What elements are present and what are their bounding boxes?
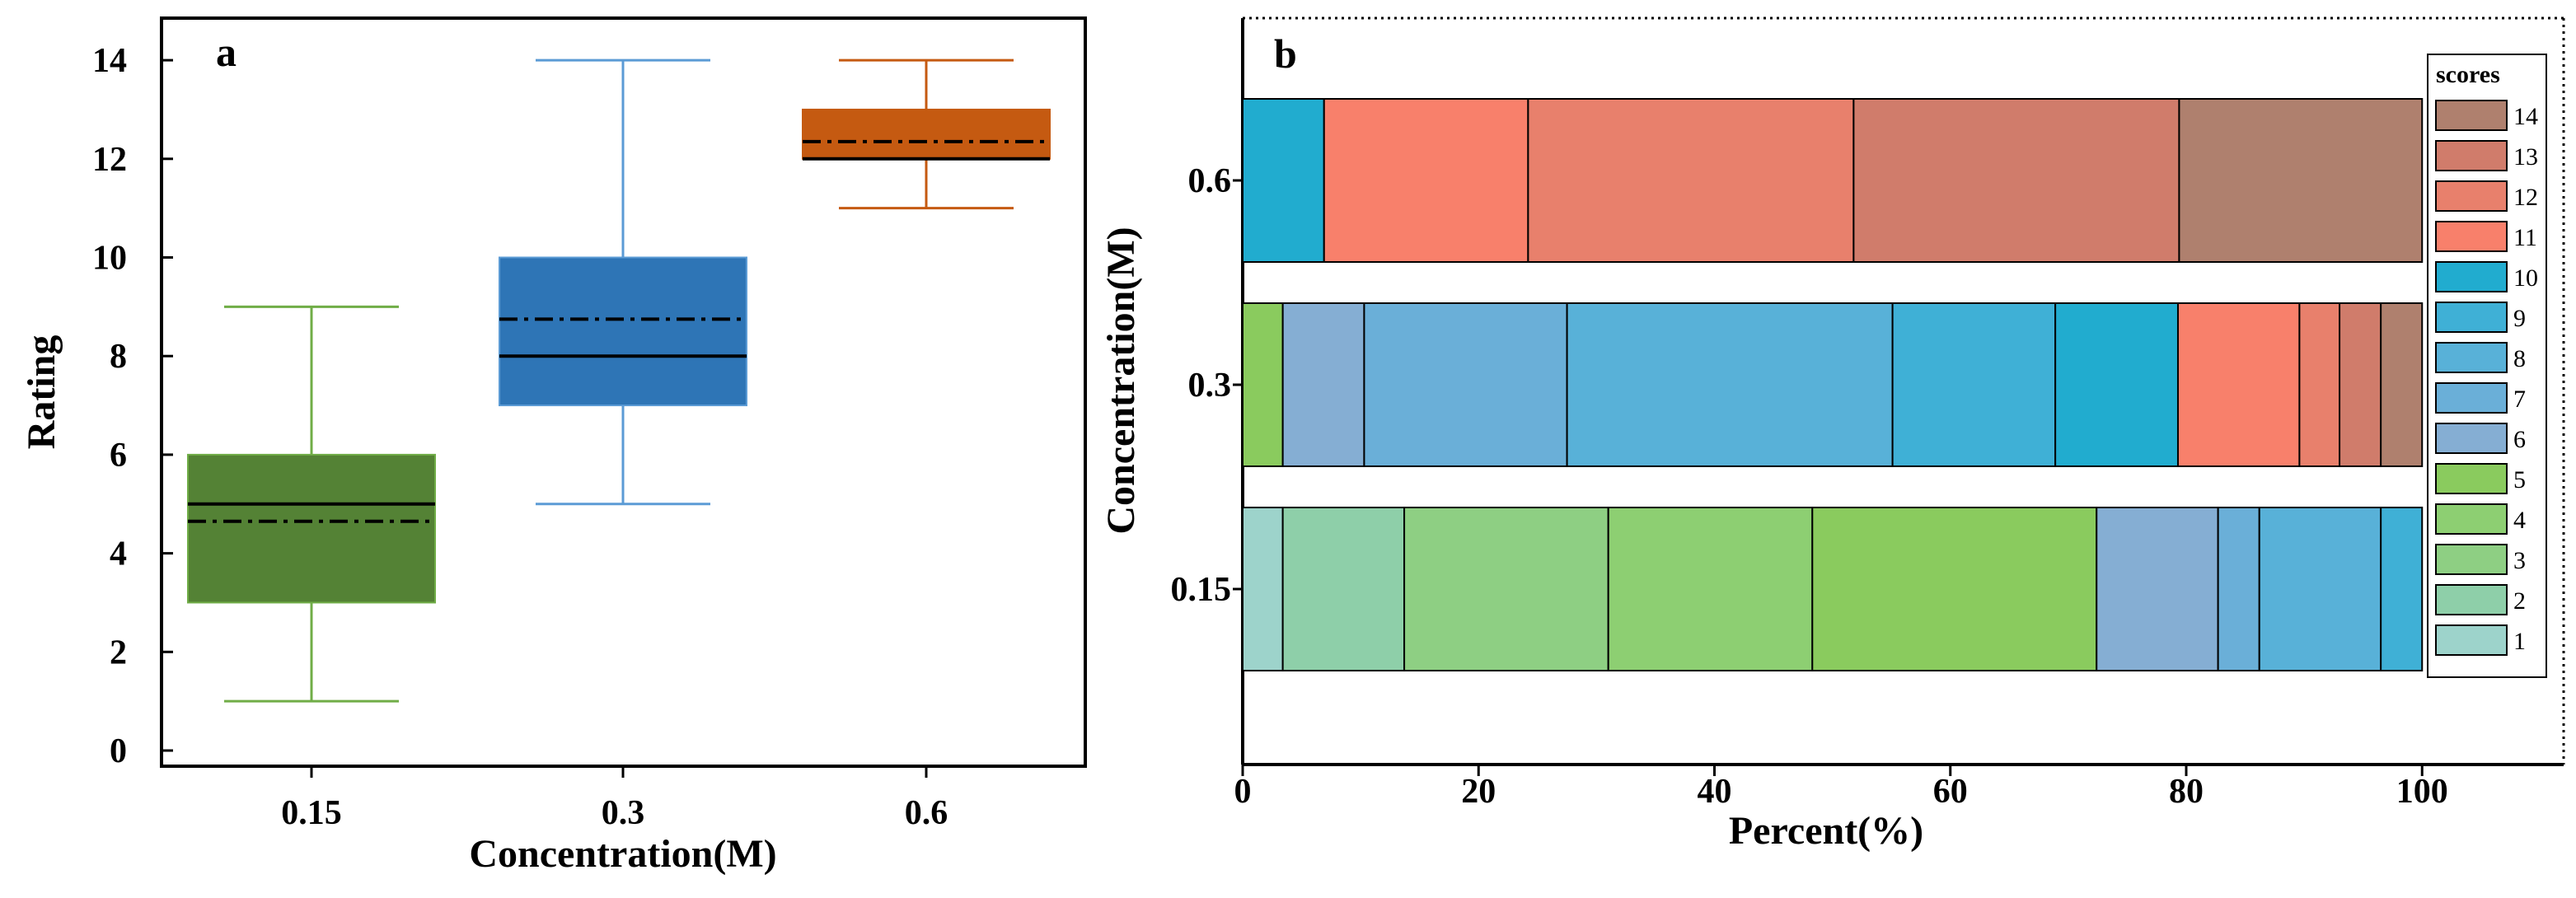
x-tick-label: 100 <box>2396 773 2448 811</box>
x-tick-label: 0.6 <box>905 794 948 832</box>
bar-segment-score-9 <box>2380 507 2424 671</box>
bar-segment-score-5 <box>1242 302 1284 467</box>
bar-segment-score-4 <box>1607 507 1814 671</box>
legend-title: scores <box>2436 61 2500 88</box>
legend-label: 9 <box>2513 305 2526 332</box>
box-iqr <box>499 256 747 407</box>
legend-label: 14 <box>2513 103 2538 130</box>
bar-segment-score-6 <box>1281 302 1365 467</box>
x-tick-label: 20 <box>1461 773 1496 811</box>
y-tick-label: 0.6 <box>1188 162 1232 200</box>
bar-segment-score-12 <box>1527 98 1855 263</box>
bar-segment-score-1 <box>1242 507 1284 671</box>
legend-swatch-4 <box>2435 503 2508 535</box>
legend-swatch-9 <box>2435 302 2508 333</box>
legend-swatch-14 <box>2435 100 2508 131</box>
legend-swatch-5 <box>2435 463 2508 494</box>
x-tick-label: 0.3 <box>602 794 645 832</box>
legend-swatch-8 <box>2435 342 2508 373</box>
bar-segment-score-11 <box>1323 98 1529 263</box>
legend-swatch-11 <box>2435 221 2508 252</box>
bar-segment-score-9 <box>1891 302 2057 467</box>
box-iqr <box>187 453 436 604</box>
panel-b-legend: scores 14 13 12 11 10 9 8 7 6 5 4 3 2 1 <box>2427 54 2547 678</box>
bar-segment-score-8 <box>1566 302 1894 467</box>
bar-segment-score-8 <box>2258 507 2382 671</box>
panel-b-x-axis-label: Percent(%) <box>1729 809 1923 853</box>
legend-swatch-10 <box>2435 261 2508 292</box>
y-tick-label: 0.15 <box>1171 571 1232 609</box>
bar-segment-score-6 <box>2096 507 2219 671</box>
bar-segment-score-7 <box>2217 507 2260 671</box>
panel-b-plot: 0 20 40 60 80 100 0.15 0.3 0.6 <box>1171 16 2565 811</box>
bar-segment-score-2 <box>1281 507 1406 671</box>
bar-segment-score-3 <box>1403 507 1609 671</box>
y-tick-label: 2 <box>110 634 127 671</box>
y-tick-label: 0.3 <box>1188 367 1232 405</box>
legend-label: 12 <box>2513 184 2538 211</box>
legend-swatch-13 <box>2435 140 2508 171</box>
y-tick-label: 14 <box>92 42 127 80</box>
bar-segment-score-12 <box>2298 302 2341 467</box>
bar-segment-score-11 <box>2176 302 2301 467</box>
panel-a-y-axis-label: Rating <box>20 335 63 450</box>
legend-swatch-1 <box>2435 624 2508 656</box>
panel-a-plot: 0 2 4 6 8 10 12 14 0.15 0.3 0.6 <box>92 42 1051 832</box>
legend-label: 4 <box>2513 507 2526 534</box>
bar-segment-score-13 <box>1852 98 2180 263</box>
panel-b-label: b <box>1274 30 1297 77</box>
y-tick-label: 8 <box>110 338 127 376</box>
bar-segment-score-13 <box>2339 302 2382 467</box>
legend-label: 11 <box>2513 224 2537 251</box>
x-tick-label: 60 <box>1933 773 1968 811</box>
bar-segment-score-10 <box>2054 302 2179 467</box>
legend-label: 5 <box>2513 466 2526 493</box>
legend-label: 1 <box>2513 628 2526 655</box>
legend-swatch-12 <box>2435 180 2508 212</box>
legend-swatch-3 <box>2435 544 2508 575</box>
legend-label: 13 <box>2513 143 2538 171</box>
x-tick-label: 40 <box>1698 773 1732 811</box>
legend-label: 7 <box>2513 386 2526 413</box>
legend-label: 2 <box>2513 587 2526 615</box>
y-tick-label: 6 <box>110 437 127 475</box>
bar-segment-score-10 <box>1242 98 1325 263</box>
y-tick-label: 4 <box>110 536 127 573</box>
y-tick-label: 12 <box>92 141 127 179</box>
legend-swatch-2 <box>2435 584 2508 615</box>
y-tick-label: 0 <box>110 732 127 770</box>
legend-label: 3 <box>2513 547 2526 574</box>
legend-label: 8 <box>2513 345 2526 372</box>
panel-a-x-axis-label: Concentration(M) <box>469 832 776 876</box>
bar-segment-score-7 <box>1363 302 1568 467</box>
legend-label: 10 <box>2513 264 2538 292</box>
legend-swatch-7 <box>2435 382 2508 414</box>
legend-swatch-6 <box>2435 423 2508 454</box>
bar-segment-score-14 <box>2380 302 2424 467</box>
bar-segment-score-14 <box>2178 98 2424 263</box>
x-tick-label: 0 <box>1234 773 1252 811</box>
legend-label: 6 <box>2513 426 2526 453</box>
bar-segment-score-5 <box>1811 507 2098 671</box>
y-tick-label: 10 <box>92 240 127 278</box>
x-tick-label: 0.15 <box>281 794 342 832</box>
x-tick-label: 80 <box>2169 773 2204 811</box>
panel-b-y-axis-label: Concentration(M) <box>1099 227 1143 534</box>
panel-a-label: a <box>216 29 237 75</box>
box-iqr <box>802 108 1051 160</box>
